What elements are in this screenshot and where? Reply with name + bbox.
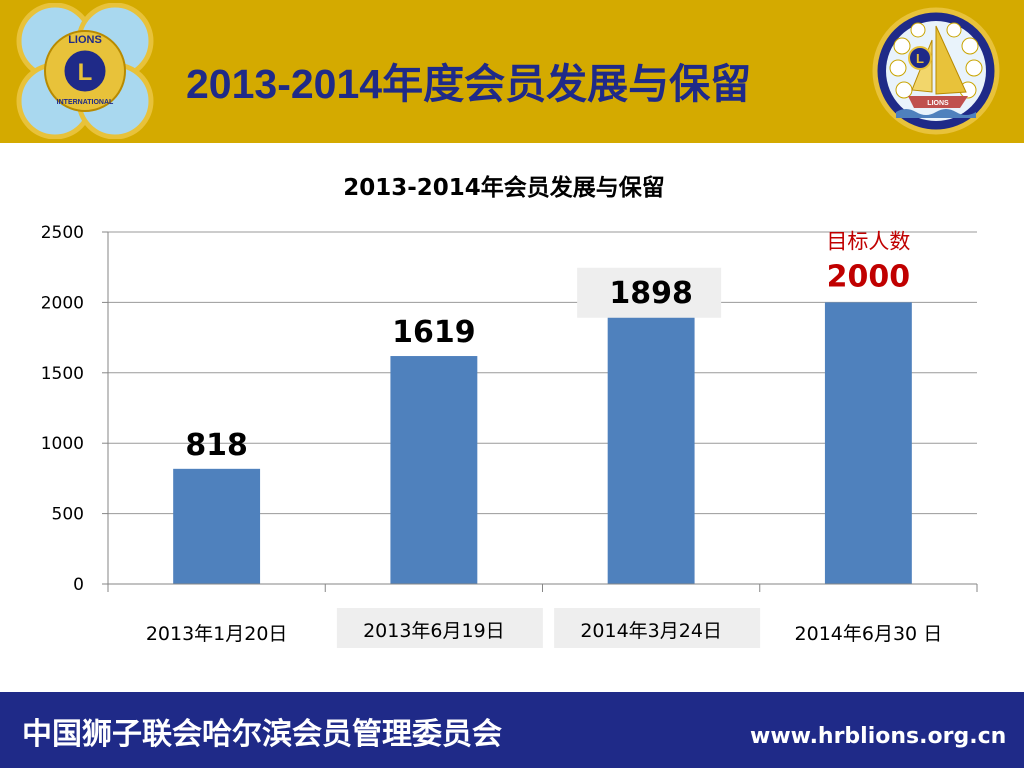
data-labels: 818 1619 1898 2000 目标人数 bbox=[185, 229, 910, 462]
category-label-4: 2014年6月30 日 bbox=[795, 623, 943, 645]
ship-logo-text: LIONS bbox=[927, 100, 949, 107]
data-label-2: 1619 bbox=[392, 315, 476, 350]
data-label-background bbox=[577, 267, 722, 318]
lions-logo-left: LIONS L INTERNATIONAL bbox=[16, 3, 154, 139]
category-label-2: 2013年6月19日 bbox=[363, 620, 505, 642]
header-bar bbox=[0, 0, 1024, 143]
category-label-1: 2013年1月20日 bbox=[146, 623, 288, 645]
y-tick-label: 500 bbox=[52, 505, 84, 525]
lions-logo-letter: L bbox=[78, 59, 93, 86]
bar-1 bbox=[173, 468, 261, 584]
category-label-background bbox=[554, 608, 761, 648]
target-annotation: 目标人数 bbox=[826, 229, 910, 253]
lions-logo-bottom-text: INTERNATIONAL bbox=[57, 99, 114, 106]
lions-ship-logo-right: L LIONS bbox=[872, 7, 1000, 135]
ship-logo-letter: L bbox=[916, 51, 924, 66]
bar-4 bbox=[824, 302, 912, 584]
lions-logo-text: LIONS bbox=[68, 34, 102, 46]
data-label-1: 818 bbox=[185, 428, 248, 463]
ship-logo-emblem bbox=[908, 46, 932, 70]
category-label-background bbox=[336, 608, 543, 648]
slide-title: 2013-2014年度会员发展与保留 bbox=[186, 61, 752, 107]
hull-shape bbox=[908, 96, 968, 108]
bars bbox=[173, 302, 912, 584]
footer-bar: 中国狮子联会哈尔滨会员管理委员会 www.hrblions.org.cn bbox=[0, 692, 1024, 768]
y-tick-label: 2500 bbox=[41, 223, 84, 243]
footer-org-name: 中国狮子联会哈尔滨会员管理委员会 bbox=[22, 717, 502, 752]
footer-url-link[interactable]: www.hrblions.org.cn bbox=[750, 724, 1007, 749]
sail-shape bbox=[935, 25, 967, 95]
data-label-4: 2000 bbox=[827, 259, 911, 294]
chart-area: 2013-2014年会员发展与保留 0 500 1000 1500 2000 2500 8… bbox=[41, 174, 978, 648]
y-tick-label: 2000 bbox=[41, 293, 84, 313]
chart-title: 2013-2014年会员发展与保留 bbox=[343, 174, 665, 201]
lions-emblem-center bbox=[61, 47, 109, 95]
bar-2 bbox=[390, 356, 478, 584]
category-labels: 2013年1月20日 2013年6月19日 2014年3月24日 2014年6月30 … bbox=[146, 608, 942, 648]
y-tick-label: 0 bbox=[73, 575, 84, 595]
category-label-3: 2014年3月24日 bbox=[580, 620, 722, 642]
axes: 0 500 1000 1500 2000 2500 bbox=[41, 223, 978, 595]
flower-wreath-shape bbox=[889, 22, 983, 99]
data-label-3: 1898 bbox=[609, 276, 693, 311]
y-tick-label: 1500 bbox=[41, 364, 84, 384]
bar-3 bbox=[607, 316, 695, 584]
y-tick-label: 1000 bbox=[41, 434, 84, 454]
waves-shape bbox=[896, 109, 976, 118]
